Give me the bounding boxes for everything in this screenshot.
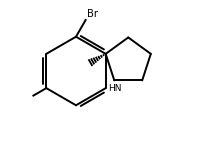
Text: HN: HN [108, 83, 122, 93]
Text: Br: Br [87, 9, 97, 19]
